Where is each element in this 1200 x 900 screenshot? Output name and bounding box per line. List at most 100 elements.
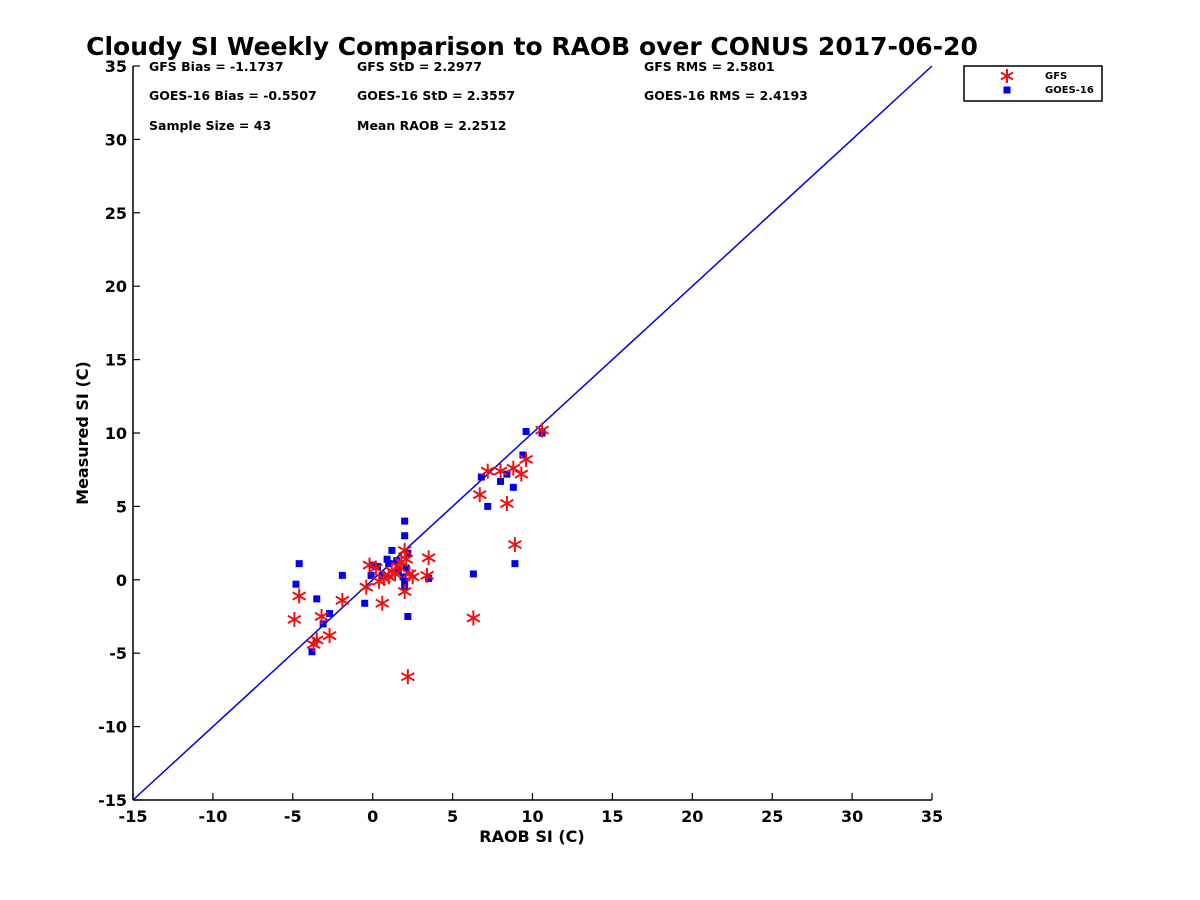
gfs-point xyxy=(535,422,550,438)
goes-16-point xyxy=(292,580,300,588)
goes-16-point xyxy=(295,560,303,568)
gfs-point xyxy=(519,451,534,467)
gfs-point xyxy=(399,551,414,567)
x-ticks: -15 -10 -5 0 5 10 15 20 25 30 35 xyxy=(119,793,943,826)
legend-goes-square xyxy=(1003,86,1011,94)
statistics-panel: GFS Bias = -1.1737 GFS StD = 2.2977 GFS … xyxy=(149,59,808,133)
goes-16-point xyxy=(401,532,409,540)
gfs-point xyxy=(400,669,415,685)
gfs-point xyxy=(397,542,412,558)
goes-16-point xyxy=(484,502,492,510)
gfs-point xyxy=(306,636,321,652)
gfs-point xyxy=(397,584,412,600)
x-tick-label: 35 xyxy=(921,807,943,826)
goes-16-point xyxy=(308,648,316,656)
gfs-point xyxy=(480,463,495,479)
x-tick-label: -15 xyxy=(119,807,148,826)
goes-16-point xyxy=(401,577,409,585)
x-tick-label: 20 xyxy=(681,807,703,826)
y-tick-label: 5 xyxy=(116,497,127,516)
chart-title: Cloudy SI Weekly Comparison to RAOB over… xyxy=(86,32,978,61)
gfs-point xyxy=(359,579,374,595)
y-tick-label: 30 xyxy=(105,130,127,149)
gfs-point xyxy=(420,567,435,583)
goes-16-point xyxy=(511,560,519,568)
goes-16-point xyxy=(425,574,433,582)
series-goes-16 xyxy=(292,428,546,656)
goes-16-point xyxy=(401,517,409,525)
goes-16-point xyxy=(477,473,485,481)
gfs-point xyxy=(472,487,487,503)
y-tick-label: 25 xyxy=(105,204,127,223)
goes-16-point xyxy=(385,560,393,568)
goes-16-point xyxy=(388,546,396,554)
x-tick-label: -5 xyxy=(284,807,302,826)
y-tick-label: 20 xyxy=(105,277,127,296)
goes-16-point xyxy=(326,610,334,618)
y-ticks: -15 -10 -5 0 5 10 15 20 25 30 35 xyxy=(98,57,140,810)
gfs-point xyxy=(514,466,529,482)
legend-gfs-asterisk xyxy=(1000,69,1014,83)
stat-gfs-bias: GFS Bias = -1.1737 xyxy=(149,59,283,74)
stat-goes-rms: GOES-16 RMS = 2.4193 xyxy=(644,88,808,103)
gfs-point xyxy=(466,610,481,626)
gfs-point xyxy=(499,495,514,511)
goes-16-point xyxy=(361,599,369,607)
goes-16-point xyxy=(509,483,517,491)
goes-16-point xyxy=(519,451,527,459)
gfs-point xyxy=(322,628,337,644)
legend-gfs-marker xyxy=(1000,69,1014,83)
gfs-point xyxy=(421,550,436,566)
y-tick-label: 15 xyxy=(105,351,127,370)
goes-16-point xyxy=(313,595,321,603)
gfs-point xyxy=(287,611,302,627)
gfs-point xyxy=(506,460,521,476)
stat-goes-bias: GOES-16 Bias = -0.5507 xyxy=(149,88,317,103)
legend-goes-marker xyxy=(1003,86,1011,94)
goes-16-point xyxy=(404,613,412,620)
goes-16-point xyxy=(378,571,386,579)
stat-sample-size: Sample Size = 43 xyxy=(149,118,271,133)
stat-gfs-std: GFS StD = 2.2977 xyxy=(357,59,482,74)
x-tick-label: -10 xyxy=(198,807,227,826)
x-tick-label: 25 xyxy=(761,807,783,826)
gfs-point xyxy=(405,569,420,585)
x-tick-label: 10 xyxy=(521,807,543,826)
y-tick-label: 0 xyxy=(116,571,127,590)
stat-mean-raob: Mean RAOB = 2.2512 xyxy=(357,118,506,133)
gfs-point xyxy=(493,463,508,479)
y-tick-label: 10 xyxy=(105,424,127,443)
stat-goes-std: GOES-16 StD = 2.3557 xyxy=(357,88,515,103)
y-tick-label: -15 xyxy=(98,791,127,810)
x-axis-label: RAOB SI (C) xyxy=(479,827,584,846)
gfs-point xyxy=(375,595,390,611)
legend-goes-label: GOES-16 xyxy=(1045,85,1094,96)
goes-16-point xyxy=(338,571,346,579)
legend-box xyxy=(963,65,1103,102)
gfs-point xyxy=(335,592,350,608)
series-layer xyxy=(287,422,550,685)
x-tick-label: 30 xyxy=(841,807,863,826)
gfs-point xyxy=(314,609,329,624)
goes-16-point xyxy=(393,557,401,565)
gfs-point xyxy=(368,560,383,576)
goes-16-point xyxy=(367,571,375,579)
goes-16-point xyxy=(497,477,505,485)
gfs-point xyxy=(391,559,406,575)
legend: GFS GOES-16 xyxy=(963,65,1103,102)
x-tick-label: 0 xyxy=(367,807,378,826)
y-axis-label: Measured SI (C) xyxy=(73,361,92,505)
series-gfs xyxy=(287,422,550,685)
stat-gfs-rms: GFS RMS = 2.5801 xyxy=(644,59,775,74)
goes-16-point xyxy=(469,570,477,578)
gfs-point xyxy=(309,632,324,648)
gfs-point xyxy=(292,588,307,604)
y-tick-label: 35 xyxy=(105,57,127,76)
one-to-one-line xyxy=(132,65,933,801)
goes-16-point xyxy=(383,555,391,563)
gfs-point xyxy=(507,537,522,553)
plot-area: -15 -10 -5 0 5 10 15 20 25 30 35 -15 -10 -5 0 5 10 15 20 2… xyxy=(98,57,943,826)
goes-16-point xyxy=(402,564,410,572)
x-tick-label: 5 xyxy=(447,807,458,826)
